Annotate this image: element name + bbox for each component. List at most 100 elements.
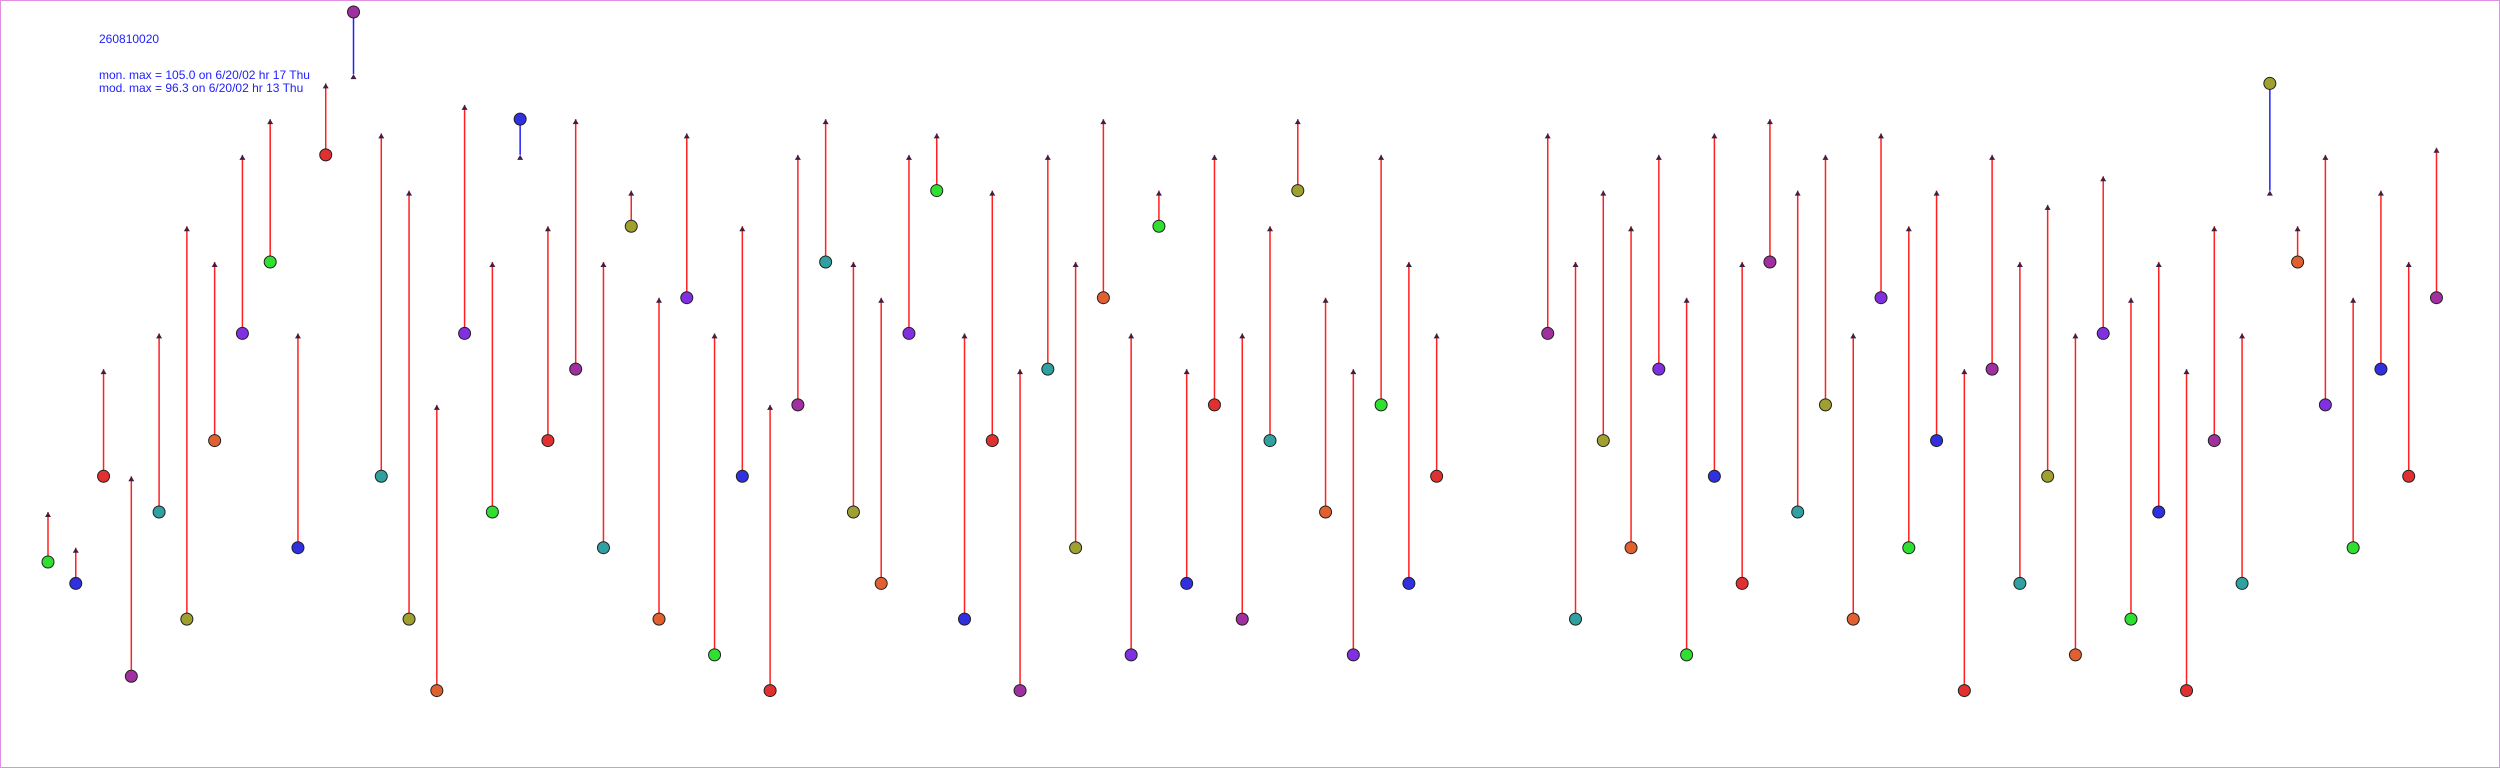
mod-marker (517, 154, 524, 160)
mod-marker (1433, 333, 1440, 339)
mon-marker (791, 398, 805, 412)
mod-marker (1850, 333, 1857, 339)
mod-marker (1628, 226, 1635, 232)
mod-marker (294, 333, 301, 339)
mod-marker (1600, 190, 1607, 196)
mod-marker (461, 104, 468, 110)
mon-marker (680, 291, 694, 305)
mod-marker (378, 133, 385, 139)
mod-marker (1350, 369, 1357, 375)
mon-marker (97, 469, 111, 483)
mon-marker (1596, 434, 1610, 448)
mod-marker (2016, 262, 2023, 267)
mod-marker (128, 476, 135, 482)
mod-marker (628, 190, 635, 196)
mon-marker (1180, 576, 1194, 590)
mod-marker (933, 133, 940, 139)
mon-marker (930, 184, 944, 198)
mod-marker (1878, 133, 1885, 139)
mon-marker (1430, 469, 1444, 483)
mon-marker (1291, 184, 1305, 198)
mod-marker (1072, 262, 1079, 267)
mod-marker (72, 547, 79, 553)
mon-marker (2429, 291, 2443, 305)
mon-marker (1013, 684, 1027, 698)
mod-marker (45, 512, 51, 517)
mon-marker (1263, 434, 1277, 448)
mod-marker (1933, 190, 1940, 196)
mod-marker (767, 404, 774, 410)
mon-marker (1624, 541, 1638, 555)
mod-marker (1572, 262, 1579, 267)
mon-marker (1319, 505, 1333, 519)
mon-marker (1374, 398, 1388, 412)
mon-marker (958, 612, 972, 626)
mon-marker (319, 148, 333, 162)
mon-marker (2124, 612, 2138, 626)
mon-marker (1930, 434, 1944, 448)
mon-marker (1791, 505, 1805, 519)
mon-max: mon. max = 105.0 on 6/20/02 hr 17 Thu (99, 68, 310, 82)
mod-marker (100, 369, 107, 375)
mon-marker (2346, 541, 2360, 555)
mod-marker (2405, 262, 2412, 267)
mod-marker (794, 154, 801, 160)
mod-marker (239, 154, 246, 160)
mod-marker (2155, 262, 2162, 267)
mod-marker (433, 404, 440, 410)
mon-marker (1152, 219, 1166, 233)
mod-marker (1211, 154, 1218, 160)
mon-marker (1235, 612, 1249, 626)
mod-marker (1905, 226, 1912, 232)
mon-marker (1124, 648, 1138, 662)
mon-marker (2068, 648, 2082, 662)
mon-marker (2291, 255, 2305, 269)
mon-marker (1846, 612, 1860, 626)
mod-marker (1294, 119, 1301, 125)
mon-marker (596, 541, 610, 555)
mod-marker (1989, 154, 1996, 160)
mod-marker (1183, 369, 1190, 375)
mod-marker (2433, 147, 2440, 153)
mon-marker (2235, 576, 2249, 590)
mod-marker (600, 262, 607, 267)
mon-marker (652, 612, 666, 626)
mod-marker (183, 226, 190, 232)
mod-marker (905, 154, 912, 160)
mon-marker (541, 434, 555, 448)
mon-marker (1096, 291, 1110, 305)
mon-marker (1957, 684, 1971, 698)
mon-marker (1874, 291, 1888, 305)
mon-marker (2374, 362, 2388, 376)
mod-marker (2377, 190, 2384, 196)
mod-marker (406, 190, 413, 196)
mod-marker (1766, 119, 1773, 125)
mon-marker (2013, 576, 2027, 590)
mon-marker (2263, 76, 2277, 90)
mod-marker (850, 262, 857, 267)
mod-marker (2183, 369, 2190, 375)
mon-marker (402, 612, 416, 626)
mod-marker (2044, 204, 2051, 210)
mon-marker (1541, 326, 1555, 340)
mon-marker (458, 326, 472, 340)
mod-max: mod. max = 96.3 on 6/20/02 hr 13 Thu (99, 81, 303, 95)
mod-marker (350, 74, 357, 80)
mod-marker (961, 333, 968, 339)
mod-marker (1044, 154, 1051, 160)
mon-marker (1569, 612, 1583, 626)
mod-marker (1405, 262, 1412, 267)
station-id: 260810020 (99, 32, 159, 46)
mon-marker (819, 255, 833, 269)
mod-marker (2350, 297, 2357, 303)
mod-marker (989, 190, 996, 196)
mod-marker (322, 83, 329, 89)
mon-marker (1069, 541, 1083, 555)
mod-marker (1961, 369, 1968, 375)
mon-marker (624, 219, 638, 233)
mod-marker (267, 119, 274, 125)
mon-marker (235, 326, 249, 340)
mon-marker (513, 112, 527, 126)
mod-marker (1322, 297, 1329, 303)
mon-marker (41, 555, 55, 569)
